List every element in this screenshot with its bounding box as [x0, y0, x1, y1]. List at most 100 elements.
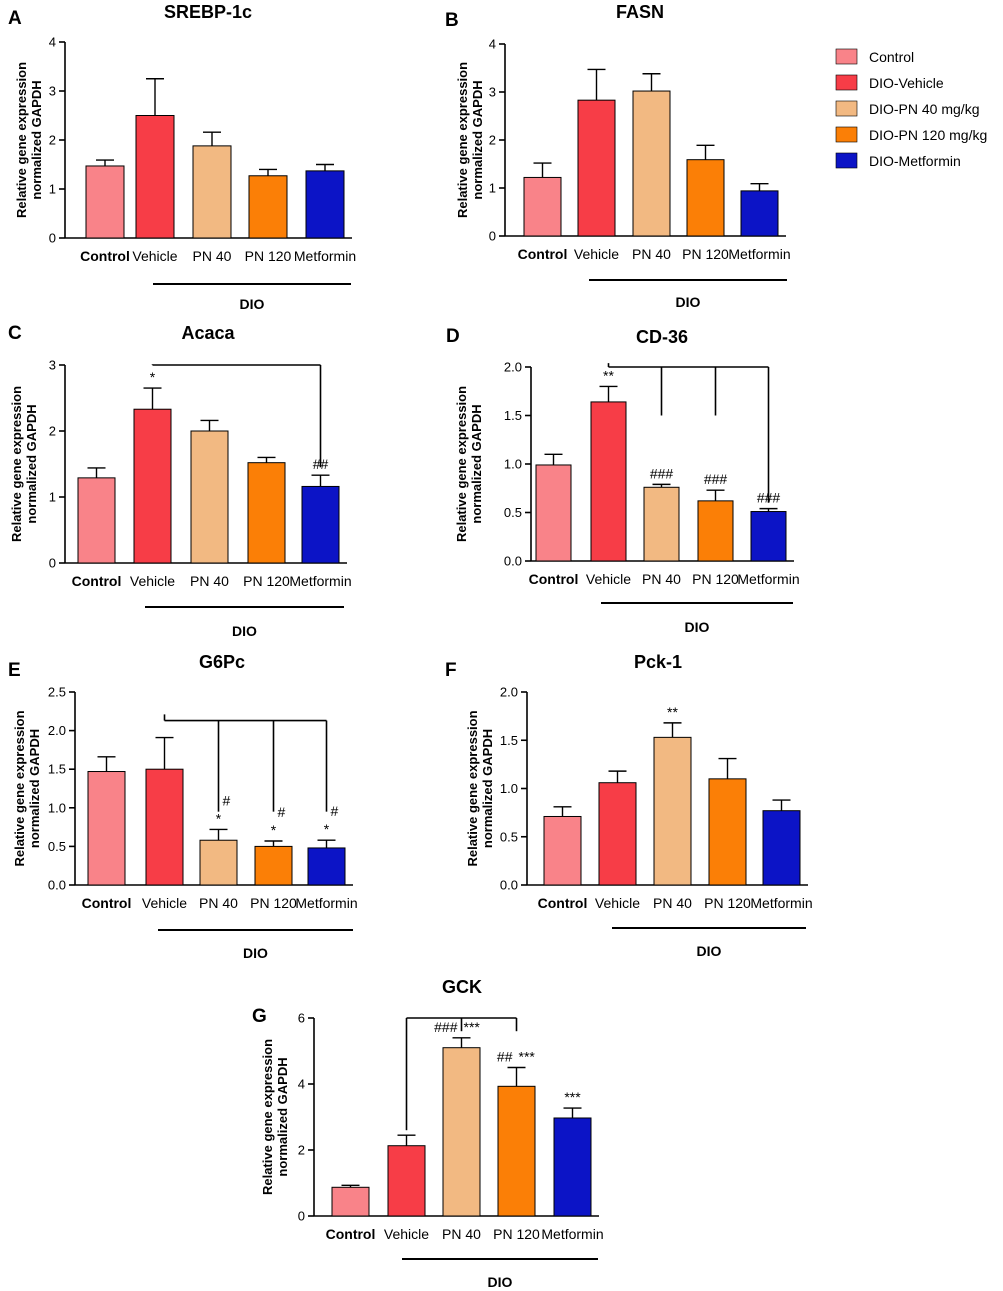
- x-tick-label: Vehicle: [586, 571, 631, 587]
- legend-label: DIO-Metformin: [869, 153, 961, 169]
- x-tick-label: Control: [326, 1226, 376, 1242]
- x-tick-label: Metformin: [728, 246, 790, 262]
- y-tick-label: 1.5: [504, 408, 522, 423]
- y-axis-label-line: normalized GAPDH: [469, 404, 484, 523]
- significance-label: ***: [519, 1049, 536, 1065]
- y-axis-label: Relative gene expressionnormalized GAPDH: [455, 62, 485, 218]
- y-tick-label: 2: [298, 1143, 305, 1158]
- x-tick-label: PN 40: [442, 1226, 481, 1242]
- y-tick-label: 4: [298, 1077, 305, 1092]
- chart-panel-g: G GCK Relative gene expressionnormalized G…: [252, 977, 604, 1290]
- x-tick-label: Vehicle: [142, 895, 187, 911]
- y-axis-label-line: normalized GAPDH: [24, 404, 39, 523]
- x-tick-label: PN 40: [632, 246, 671, 262]
- bar-pn-40: [632, 90, 671, 237]
- bar-vehicle: [145, 768, 184, 886]
- x-tick-label: Vehicle: [574, 246, 619, 262]
- chart-title: Acaca: [181, 323, 235, 343]
- panel-letter: B: [445, 10, 459, 31]
- x-tick-label: Metformin: [294, 248, 356, 264]
- bar-vehicle: [590, 401, 627, 562]
- panel-letter: E: [8, 660, 21, 681]
- bar-control: [535, 464, 572, 562]
- x-tick-label: Control: [529, 571, 579, 587]
- legend-swatch: [835, 126, 858, 143]
- chart-title: G6Pc: [199, 652, 245, 672]
- legend: Control DIO-Vehicle DIO-PN 40 mg/kg DIO-PN …: [835, 48, 987, 169]
- chart-title: Pck-1: [634, 652, 682, 672]
- y-tick-label: 2: [49, 133, 56, 148]
- y-tick-label: 3: [489, 85, 496, 100]
- y-tick-label: 1: [49, 182, 56, 197]
- significance-label: #: [331, 803, 339, 819]
- y-tick-label: 0.0: [504, 554, 522, 569]
- legend-swatch: [835, 100, 858, 117]
- y-axis-label-line: Relative gene expression: [9, 386, 24, 542]
- y-axis-label-line: Relative gene expression: [260, 1039, 275, 1195]
- y-axis-label-line: normalized GAPDH: [480, 729, 495, 848]
- y-tick-label: 3: [49, 84, 56, 99]
- chart-panel-b: B FASN Relative gene expressionnormalized …: [445, 2, 791, 310]
- y-axis-label: Relative gene expressionnormalized GAPDH: [260, 1039, 290, 1195]
- x-tick-label: PN 120: [245, 248, 292, 264]
- y-tick-label: 2.0: [48, 723, 66, 738]
- y-axis-label-line: Relative gene expression: [12, 710, 27, 866]
- chart-title: FASN: [616, 2, 664, 22]
- bar-control: [331, 1186, 370, 1217]
- y-tick-label: 0.5: [504, 505, 522, 520]
- bar-pn-120: [697, 500, 734, 562]
- y-tick-label: 2.5: [48, 685, 66, 700]
- chart-panel-f: F Pck-1 Relative gene expressionnormalized…: [445, 652, 813, 959]
- significance-label: ###: [650, 465, 674, 481]
- significance-label: ##: [313, 456, 329, 472]
- chart-panel-c: C Acaca Relative gene expressionnormalized…: [8, 323, 352, 639]
- bar-vehicle: [135, 115, 175, 239]
- panel-letter: G: [252, 1006, 267, 1027]
- bar-pn-120: [247, 462, 286, 564]
- y-tick-label: 3: [49, 358, 56, 373]
- bar-pn-40: [442, 1047, 481, 1217]
- x-tick-label: Control: [518, 246, 568, 262]
- legend-label: DIO-Vehicle: [869, 75, 944, 91]
- bar-metformin: [301, 485, 340, 564]
- significance-label: *: [271, 822, 277, 838]
- y-tick-label: 1.0: [48, 800, 66, 815]
- x-tick-label: Metformin: [737, 571, 799, 587]
- group-label: DIO: [685, 619, 710, 635]
- y-axis-label-line: normalized GAPDH: [29, 80, 44, 199]
- x-tick-label: Metformin: [295, 895, 357, 911]
- significance-label: ***: [564, 1089, 581, 1105]
- x-tick-label: Metformin: [289, 573, 351, 589]
- y-axis-label: Relative gene expressionnormalized GAPDH: [12, 710, 42, 866]
- bar-vehicle: [577, 99, 616, 237]
- bar-vehicle: [133, 408, 172, 564]
- bar-control: [523, 176, 562, 237]
- y-tick-label: 2.0: [504, 360, 522, 375]
- bar-metformin: [762, 810, 801, 886]
- legend-swatch: [835, 74, 858, 91]
- chart-title: CD-36: [636, 327, 688, 347]
- x-tick-label: PN 120: [682, 246, 729, 262]
- legend-label: Control: [869, 49, 914, 65]
- panel-letter: F: [445, 660, 457, 681]
- bar-pn-40: [653, 736, 692, 886]
- bar-vehicle: [598, 782, 637, 886]
- x-tick-label: PN 40: [190, 573, 229, 589]
- x-tick-label: PN 40: [199, 895, 238, 911]
- legend-label: DIO-PN 40 mg/kg: [869, 101, 979, 117]
- y-tick-label: 0.0: [48, 878, 66, 893]
- group-label: DIO: [232, 623, 257, 639]
- bar-pn-120: [686, 159, 725, 237]
- x-tick-label: PN 40: [193, 248, 232, 264]
- legend-label: DIO-PN 120 mg/kg: [869, 127, 987, 143]
- x-tick-label: Vehicle: [384, 1226, 429, 1242]
- y-axis-label: Relative gene expressionnormalized GAPDH: [465, 710, 495, 866]
- significance-label: ###: [704, 471, 728, 487]
- panel-letter: A: [8, 8, 22, 29]
- y-axis-label-line: Relative gene expression: [14, 62, 29, 218]
- significance-label: **: [603, 367, 614, 383]
- legend-swatch: [835, 48, 858, 65]
- y-axis-label-line: normalized GAPDH: [27, 729, 42, 848]
- x-tick-label: Control: [82, 895, 132, 911]
